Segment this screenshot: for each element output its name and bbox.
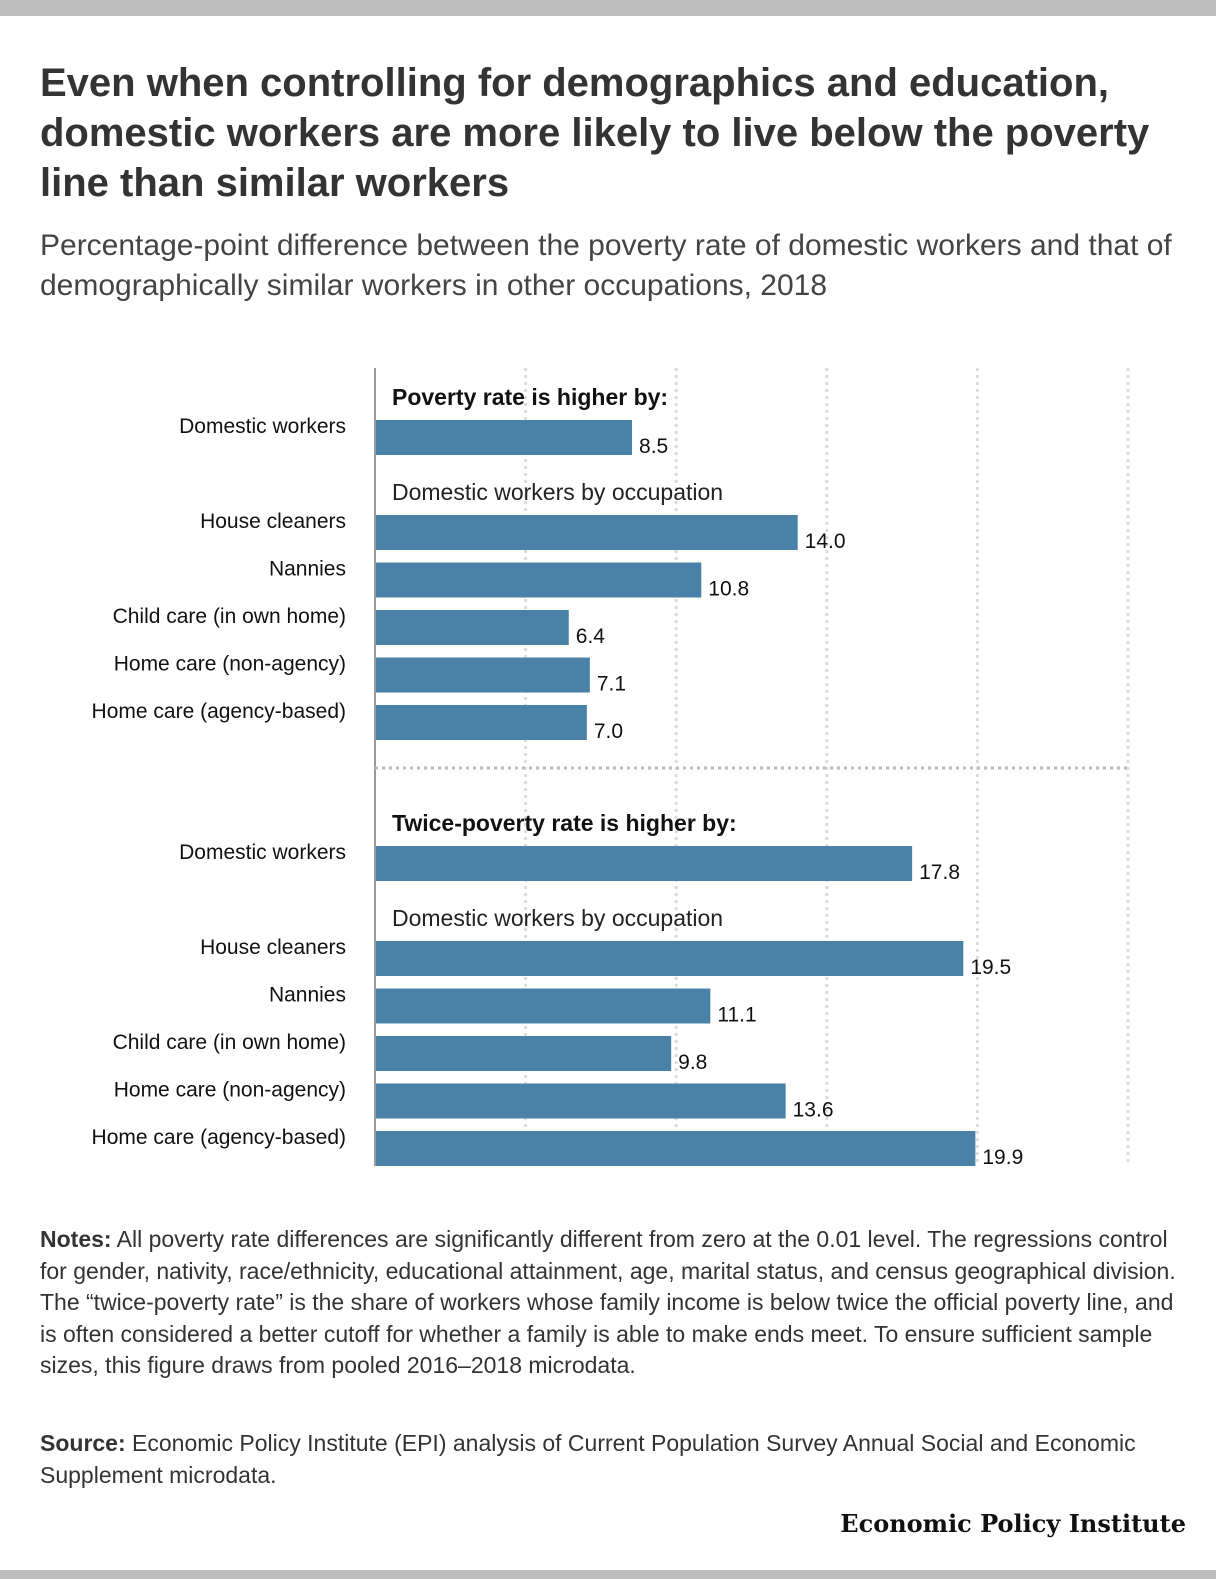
data-label: 8.5 (639, 435, 668, 458)
group-label: Domestic workers by occupation (392, 479, 723, 505)
bar-chart: Poverty rate is higher by: Domestic worke… (92, 368, 1130, 1169)
category-label: Home care (non-agency) (114, 653, 346, 676)
data-label: 6.4 (576, 625, 606, 648)
notes-label: Notes: (40, 1226, 112, 1252)
data-label: 19.9 (982, 1146, 1023, 1169)
source: Source: Economic Policy Institute (EPI) … (40, 1428, 1180, 1491)
category-label: Nannies (269, 984, 346, 1007)
category-label: House cleaners (200, 936, 346, 959)
bar (376, 1083, 786, 1119)
data-label: 9.8 (678, 1051, 707, 1074)
category-label: Domestic workers (179, 415, 346, 438)
category-label: Home care (agency-based) (92, 700, 346, 723)
group-label: Domestic workers by occupation (392, 905, 723, 931)
bar (376, 610, 569, 645)
data-label: 7.1 (597, 673, 626, 696)
bar (376, 705, 587, 740)
data-label: 7.0 (594, 720, 623, 743)
data-label: 11.1 (717, 1004, 756, 1027)
category-label: Home care (agency-based) (92, 1126, 346, 1149)
category-label: Child care (in own home) (113, 1031, 346, 1054)
category-label: Child care (in own home) (113, 605, 346, 628)
category-label: Nannies (269, 558, 346, 581)
panel-heading: Poverty rate is higher by: (392, 384, 668, 410)
bar (376, 515, 798, 550)
chart-subtitle: Percentage-point difference between the … (40, 229, 1172, 302)
data-label: 14.0 (805, 530, 846, 553)
source-text: Economic Policy Institute (EPI) analysis… (40, 1430, 1136, 1488)
data-label: 10.8 (708, 578, 749, 601)
category-label: Home care (non-agency) (114, 1079, 346, 1102)
source-label: Source: (40, 1430, 126, 1456)
bar (376, 1131, 976, 1166)
notes-text: All poverty rate differences are signifi… (40, 1226, 1176, 1378)
bar (376, 941, 964, 976)
bar (376, 1036, 672, 1071)
data-label: 19.5 (970, 956, 1011, 979)
data-label: 13.6 (793, 1099, 834, 1122)
category-label: House cleaners (200, 510, 346, 533)
bar (376, 657, 590, 693)
brand-logo: Economic Policy Institute (840, 1509, 1186, 1538)
notes: Notes: All poverty rate differences are … (40, 1224, 1180, 1382)
bar (376, 420, 633, 455)
bar (376, 562, 702, 598)
category-label: Domestic workers (179, 841, 346, 864)
bottom-border (0, 1570, 1216, 1579)
bar (376, 988, 711, 1024)
panel-heading: Twice-poverty rate is higher by: (392, 810, 737, 836)
bar (376, 846, 913, 881)
top-border (0, 0, 1216, 16)
data-label: 17.8 (919, 861, 960, 884)
chart-title: Even when controlling for demographics a… (40, 61, 1150, 205)
